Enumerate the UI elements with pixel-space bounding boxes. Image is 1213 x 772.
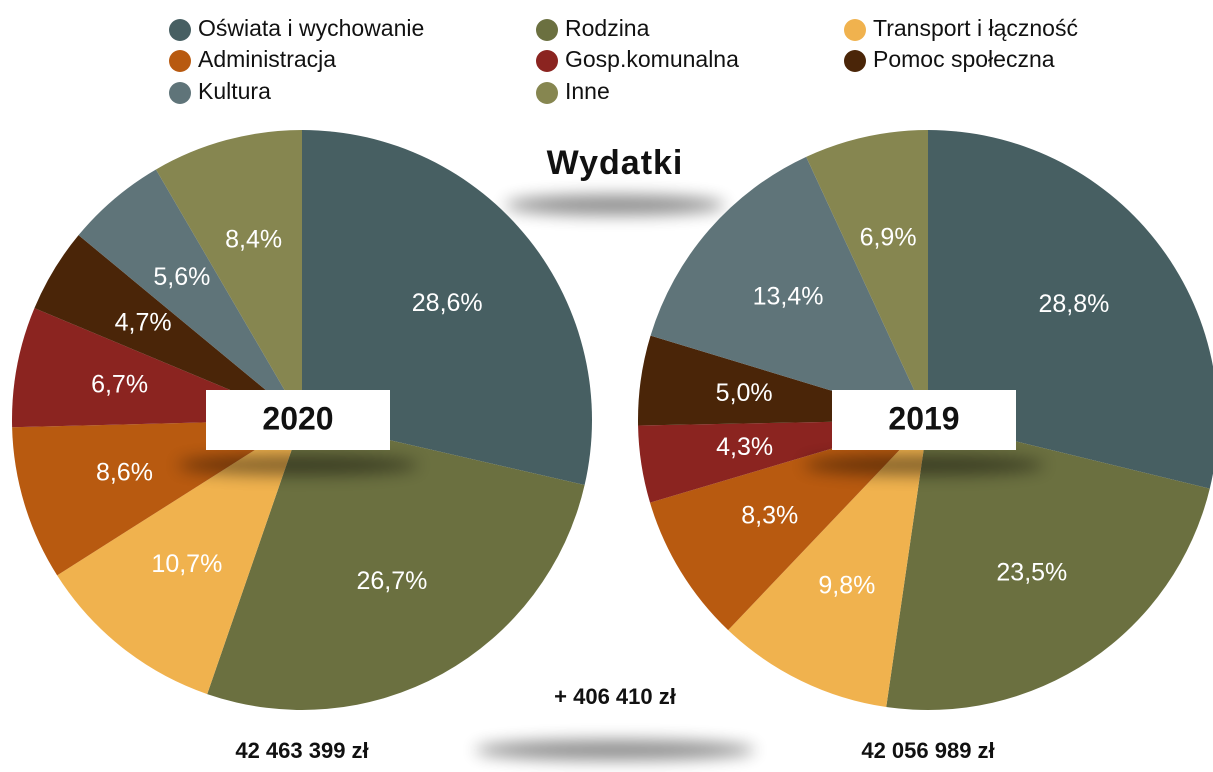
legend-swatch — [844, 19, 866, 41]
pie-slice — [650, 156, 928, 420]
total: 42 463 399 zł — [235, 738, 368, 763]
data-label: 8,6% — [96, 459, 153, 487]
year-label: 2019 — [888, 400, 959, 436]
year-label: 2020 — [262, 400, 333, 436]
data-label: 5,0% — [716, 379, 773, 407]
legend-swatch — [536, 50, 558, 72]
shadow — [475, 740, 755, 760]
legend-swatch — [536, 19, 558, 41]
pie-slice — [78, 169, 302, 420]
difference: + 406 410 zł — [554, 684, 676, 709]
legend-label: Transport i łączność — [873, 15, 1078, 41]
data-label: 10,7% — [151, 550, 222, 578]
data-label: 5,6% — [153, 263, 210, 291]
legend-label: Gosp.komunalna — [565, 46, 739, 72]
year-box — [832, 390, 1016, 450]
pies: 28,6% 26,7% 10,7% 8,6% 6,7% 4,7% 5,6% 8,4% 2020 2… — [12, 130, 1213, 710]
data-label: 8,4% — [225, 225, 282, 253]
pie-slice — [207, 420, 585, 710]
legend-swatch — [536, 82, 558, 104]
data-label: 28,8% — [1038, 290, 1109, 318]
year-box — [206, 390, 390, 450]
data-label: 23,5% — [996, 558, 1067, 586]
chart-title: Wydatki — [547, 144, 684, 182]
shadow — [804, 455, 1044, 475]
pie-slice — [155, 130, 302, 420]
data-label: 6,7% — [91, 370, 148, 398]
legend-label: Administracja — [198, 46, 336, 72]
legend-swatch — [844, 50, 866, 72]
pie-slice — [728, 420, 928, 707]
data-label: 4,7% — [115, 309, 172, 337]
pie-slice — [886, 420, 1210, 710]
legend-swatch — [169, 50, 191, 72]
pie-slice — [57, 420, 303, 695]
shadow — [505, 195, 725, 215]
data-label: 6,9% — [860, 223, 917, 251]
data-label: 13,4% — [753, 283, 824, 311]
legend-label: Pomoc społeczna — [873, 46, 1055, 72]
data-label: 4,3% — [716, 433, 773, 461]
legend-swatch — [169, 82, 191, 104]
data-label: 26,7% — [356, 567, 427, 595]
pie-slice — [806, 130, 928, 420]
legend-swatch — [169, 19, 191, 41]
legend-label: Oświata i wychowanie — [198, 15, 424, 41]
pie-slice — [34, 235, 303, 420]
legend-label: Rodzina — [565, 15, 650, 41]
data-label: 9,8% — [818, 572, 875, 600]
data-label: 8,3% — [741, 502, 798, 530]
shadow — [178, 455, 418, 475]
legend-label: Kultura — [198, 78, 271, 104]
total: 42 056 989 zł — [861, 738, 994, 763]
legend-label: Inne — [565, 78, 610, 104]
data-label: 28,6% — [412, 289, 483, 317]
